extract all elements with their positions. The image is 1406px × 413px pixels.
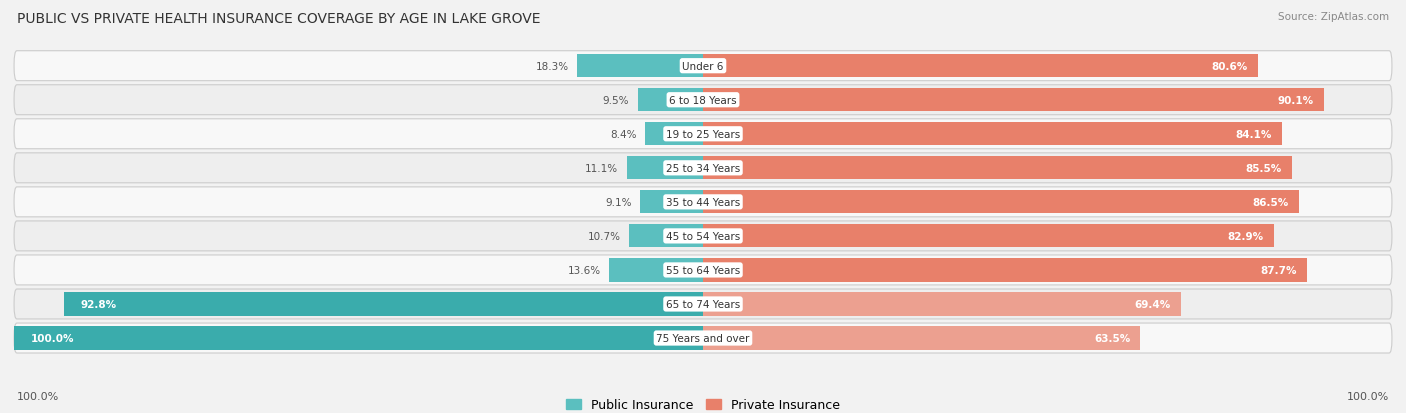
Bar bbox=[703, 225, 1274, 248]
Text: 86.5%: 86.5% bbox=[1253, 197, 1289, 207]
Text: 92.8%: 92.8% bbox=[82, 299, 117, 309]
Bar bbox=[645, 123, 703, 146]
Text: 6 to 18 Years: 6 to 18 Years bbox=[669, 95, 737, 105]
Bar bbox=[576, 55, 703, 78]
Text: 25 to 34 Years: 25 to 34 Years bbox=[666, 164, 740, 173]
Text: 84.1%: 84.1% bbox=[1236, 129, 1272, 140]
Text: 9.5%: 9.5% bbox=[603, 95, 630, 105]
Text: 10.7%: 10.7% bbox=[588, 231, 621, 241]
Text: Source: ZipAtlas.com: Source: ZipAtlas.com bbox=[1278, 12, 1389, 22]
Text: 69.4%: 69.4% bbox=[1135, 299, 1171, 309]
Text: 11.1%: 11.1% bbox=[585, 164, 619, 173]
Text: 75 Years and over: 75 Years and over bbox=[657, 333, 749, 343]
Text: 55 to 64 Years: 55 to 64 Years bbox=[666, 265, 740, 275]
Bar bbox=[703, 89, 1323, 112]
Bar bbox=[703, 259, 1308, 282]
FancyBboxPatch shape bbox=[14, 52, 1392, 81]
Text: 8.4%: 8.4% bbox=[610, 129, 637, 140]
Bar bbox=[609, 259, 703, 282]
Bar bbox=[703, 123, 1282, 146]
Bar bbox=[63, 293, 703, 316]
Text: 87.7%: 87.7% bbox=[1260, 265, 1296, 275]
Text: 82.9%: 82.9% bbox=[1227, 231, 1264, 241]
Bar bbox=[703, 293, 1181, 316]
Text: 18.3%: 18.3% bbox=[536, 62, 568, 71]
FancyBboxPatch shape bbox=[14, 154, 1392, 183]
Bar bbox=[703, 191, 1299, 214]
Bar bbox=[637, 89, 703, 112]
Legend: Public Insurance, Private Insurance: Public Insurance, Private Insurance bbox=[561, 393, 845, 413]
Bar bbox=[640, 191, 703, 214]
Text: 45 to 54 Years: 45 to 54 Years bbox=[666, 231, 740, 241]
FancyBboxPatch shape bbox=[14, 289, 1392, 319]
FancyBboxPatch shape bbox=[14, 323, 1392, 353]
Bar bbox=[703, 157, 1292, 180]
Bar bbox=[627, 157, 703, 180]
Text: 9.1%: 9.1% bbox=[606, 197, 633, 207]
Text: Under 6: Under 6 bbox=[682, 62, 724, 71]
Text: 19 to 25 Years: 19 to 25 Years bbox=[666, 129, 740, 140]
Text: 90.1%: 90.1% bbox=[1277, 95, 1313, 105]
Text: 35 to 44 Years: 35 to 44 Years bbox=[666, 197, 740, 207]
Text: PUBLIC VS PRIVATE HEALTH INSURANCE COVERAGE BY AGE IN LAKE GROVE: PUBLIC VS PRIVATE HEALTH INSURANCE COVER… bbox=[17, 12, 540, 26]
FancyBboxPatch shape bbox=[14, 85, 1392, 116]
FancyBboxPatch shape bbox=[14, 221, 1392, 251]
FancyBboxPatch shape bbox=[14, 255, 1392, 285]
FancyBboxPatch shape bbox=[14, 119, 1392, 150]
FancyBboxPatch shape bbox=[14, 188, 1392, 217]
Text: 100.0%: 100.0% bbox=[31, 333, 75, 343]
Bar bbox=[703, 55, 1258, 78]
Text: 13.6%: 13.6% bbox=[568, 265, 600, 275]
Text: 65 to 74 Years: 65 to 74 Years bbox=[666, 299, 740, 309]
Text: 100.0%: 100.0% bbox=[1347, 391, 1389, 401]
Text: 80.6%: 80.6% bbox=[1212, 62, 1249, 71]
Bar bbox=[630, 225, 703, 248]
Text: 100.0%: 100.0% bbox=[17, 391, 59, 401]
Text: 85.5%: 85.5% bbox=[1246, 164, 1282, 173]
Bar bbox=[14, 327, 703, 350]
Bar bbox=[703, 327, 1140, 350]
Text: 63.5%: 63.5% bbox=[1094, 333, 1130, 343]
